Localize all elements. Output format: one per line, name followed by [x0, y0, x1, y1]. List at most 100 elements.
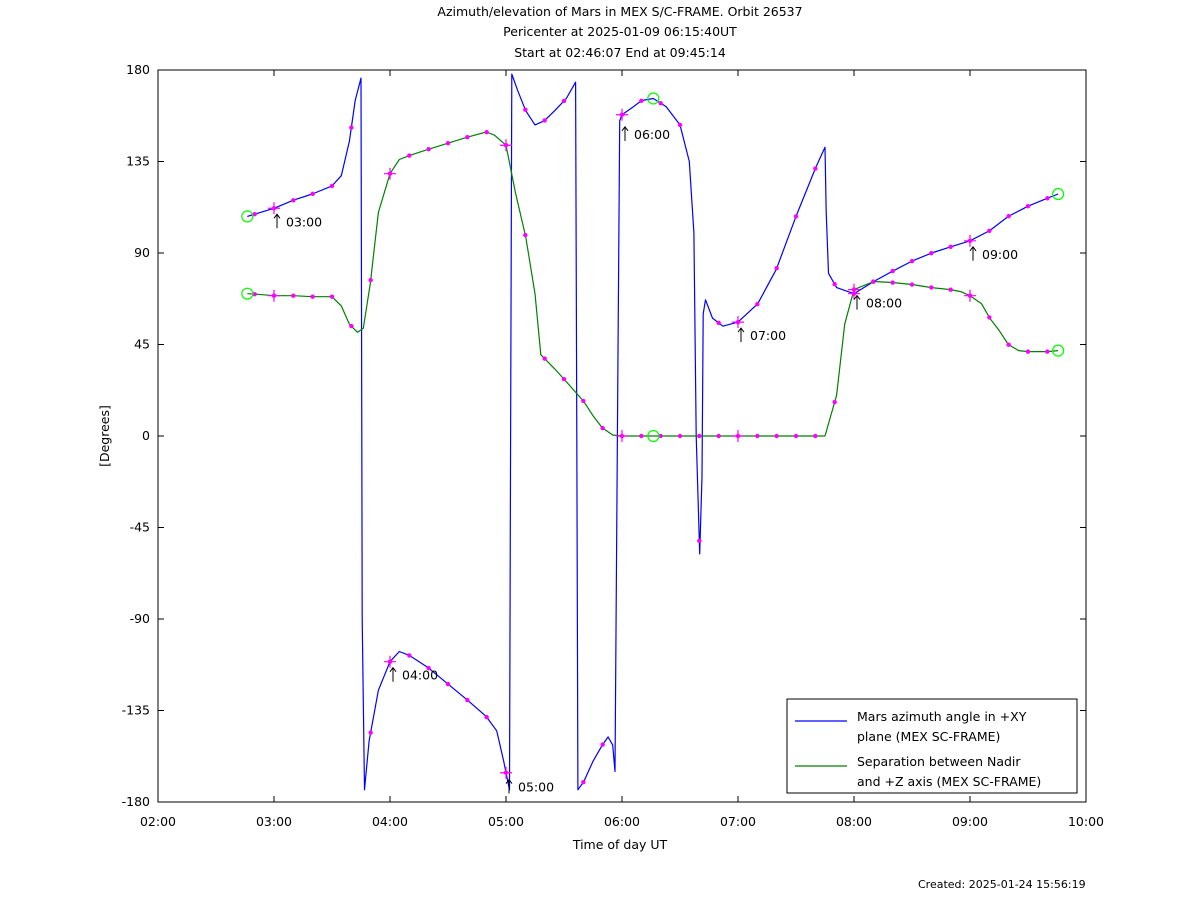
y-tick-label: 90: [134, 245, 150, 260]
time-marker-dot: [677, 122, 683, 128]
time-marker-dot: [426, 146, 431, 152]
annotation-arrow: [853, 294, 861, 310]
time-marker-dot: [310, 191, 315, 197]
hour-marker-cross: [384, 167, 396, 180]
time-marker-dot: [793, 433, 799, 439]
endpoint-circle: [1052, 344, 1065, 357]
time-marker-dot: [523, 107, 528, 112]
y-tick-label: 180: [126, 62, 150, 77]
time-marker-dot: [677, 433, 683, 439]
time-marker-dot: [909, 282, 915, 287]
plot-frame: [157, 69, 1087, 803]
time-marker-dot: [774, 433, 779, 439]
time-marker-dot: [639, 433, 644, 439]
time-marker-dot: [832, 281, 837, 287]
time-marker-dot: [832, 399, 837, 405]
time-marker-dot: [329, 183, 335, 189]
hour-marker-cross: [268, 202, 280, 215]
hour-marker-cross: [384, 655, 396, 668]
time-marker-dot: [716, 320, 721, 326]
time-marker-dot: [755, 301, 760, 307]
time-marker-dot: [1006, 214, 1011, 219]
hour-annotation-label: 08:00: [866, 296, 902, 311]
x-axis-label: Time of day UT: [572, 837, 668, 852]
x-tick-label: 02:00: [140, 814, 176, 829]
time-marker-dot: [890, 268, 895, 274]
hour-marker-cross: [964, 234, 976, 247]
y-tick-label: -135: [122, 703, 150, 718]
x-tick-label: 09:00: [952, 814, 988, 829]
x-tick-label: 10:00: [1068, 814, 1104, 829]
series-line-azimuth: [247, 73, 1059, 791]
legend: Mars azimuth angle in +XY plane (MEX SC-…: [786, 698, 1078, 794]
hour-marker-cross: [500, 766, 512, 779]
annotation-arrow: [505, 778, 513, 794]
time-marker-dot: [774, 266, 779, 271]
annotation-arrow: [737, 327, 745, 343]
annotation-arrow: [969, 245, 977, 261]
time-marker-dot: [581, 780, 586, 785]
time-marker-dot: [639, 98, 644, 103]
hour-marker-cross: [616, 108, 628, 121]
y-axis-label: [Degrees]: [97, 405, 112, 467]
time-marker-dot: [987, 228, 992, 234]
hour-annotation-label: 05:00: [518, 780, 554, 795]
hour-marker-cross: [500, 139, 512, 152]
time-marker-dot: [581, 398, 586, 404]
time-marker-dot: [426, 665, 431, 671]
x-tick-label: 05:00: [488, 814, 524, 829]
hour-annotation-label: 06:00: [634, 127, 670, 142]
marker-layer: [241, 92, 1065, 785]
time-marker-dot: [445, 681, 451, 687]
time-marker-dot: [987, 315, 992, 320]
chart-subtitle-pericenter: Pericenter at 2025-01-09 06:15:40UT: [503, 24, 737, 39]
time-marker-dot: [1025, 204, 1031, 209]
time-marker-dot: [252, 211, 257, 217]
time-marker-dot: [871, 279, 876, 284]
x-tick-label: 04:00: [372, 814, 408, 829]
time-marker-dot: [890, 280, 895, 285]
time-marker-dot: [1045, 349, 1050, 354]
time-marker-dot: [658, 433, 663, 439]
annotation-arrow: [273, 213, 281, 229]
annotation-arrow: [389, 666, 397, 682]
pericenter-circle: [647, 429, 660, 443]
endpoint-circle: [1052, 187, 1065, 201]
time-marker-dot: [561, 98, 567, 104]
time-marker-dot: [813, 166, 818, 171]
legend-label-azimuth-line1: Mars azimuth angle in +XY: [857, 709, 1027, 724]
legend-label-separation-line2: and +Z axis (MEX SC-FRAME): [857, 774, 1041, 789]
x-tick-labels: 02:00 03:00 04:00 05:00 06:00 07:00 08:00 09:00…: [140, 814, 1104, 829]
time-marker-dot: [349, 323, 354, 329]
time-marker-dot: [600, 425, 605, 431]
time-marker-dot: [755, 433, 760, 439]
time-marker-dot: [542, 356, 547, 361]
y-tick-label: 45: [134, 337, 150, 352]
time-marker-dot: [291, 293, 296, 298]
legend-box: [786, 698, 1078, 794]
hour-annotation-label: 09:00: [982, 247, 1018, 262]
time-marker-dot: [697, 433, 702, 439]
legend-label-separation-line1: Separation between Nadir: [857, 754, 1021, 769]
time-marker-dot: [349, 125, 354, 130]
y-tick-label: -45: [130, 520, 150, 535]
time-marker-dot: [697, 538, 702, 544]
time-marker-dot: [310, 294, 315, 299]
chart-title: Azimuth/elevation of Mars in MEX S/C-FRA…: [437, 4, 803, 19]
time-marker-dot: [929, 250, 934, 256]
time-marker-dot: [1025, 349, 1031, 354]
time-marker-dot: [561, 376, 567, 382]
time-marker-dot: [465, 135, 470, 140]
legend-label-azimuth-line2: plane (MEX SC-FRAME): [857, 729, 1000, 744]
hour-marker-cross: [616, 430, 628, 442]
time-marker-dot: [523, 232, 528, 238]
time-marker-dot: [948, 244, 953, 249]
hour-annotation-label: 04:00: [402, 668, 438, 683]
time-marker-dot: [1045, 196, 1050, 201]
time-marker-dot: [407, 653, 412, 658]
y-tick-label: -90: [130, 611, 150, 626]
time-marker-dot: [813, 433, 818, 439]
annotation-arrow: [621, 125, 629, 141]
time-marker-dot: [542, 118, 547, 123]
